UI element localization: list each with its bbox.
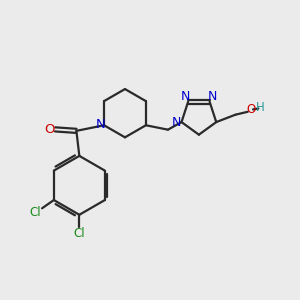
Text: O: O [44, 123, 55, 136]
Text: H: H [256, 101, 265, 114]
Text: O: O [246, 103, 255, 116]
Text: N: N [172, 116, 182, 129]
Text: Cl: Cl [29, 206, 41, 219]
Text: Cl: Cl [74, 227, 85, 240]
Text: N: N [181, 90, 190, 103]
Text: N: N [207, 90, 217, 103]
Text: N: N [96, 118, 105, 131]
